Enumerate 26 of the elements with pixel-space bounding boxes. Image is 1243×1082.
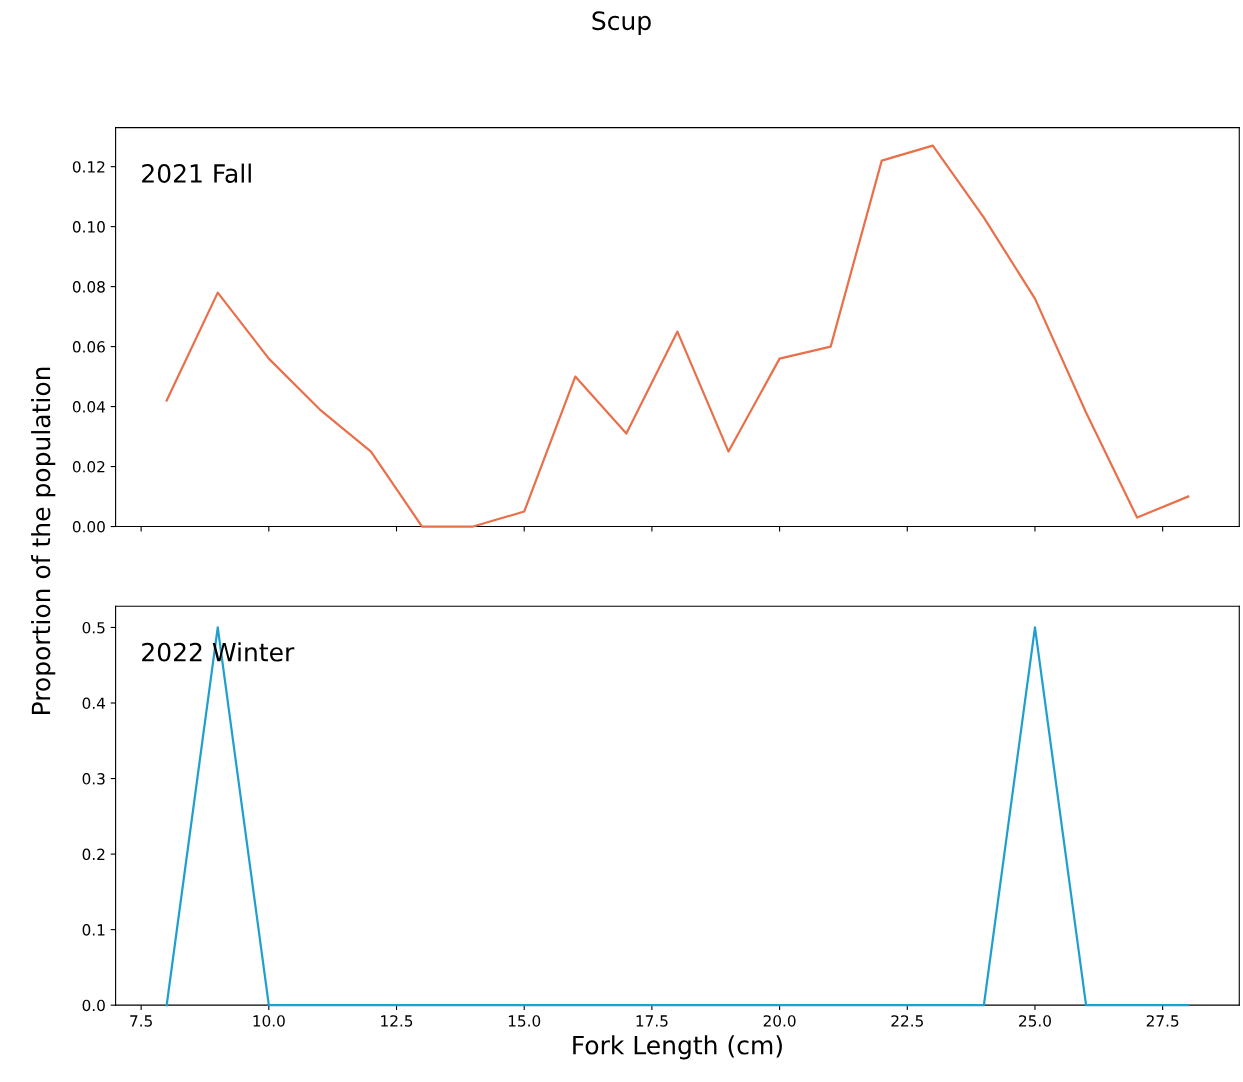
chart-title: Scup	[592, 11, 651, 36]
x-tick-label: 20.0	[763, 1015, 796, 1027]
y-tick-label: 0.04	[72, 401, 106, 413]
x-tick-label: 25.0	[1019, 1015, 1051, 1027]
x-tick-label: 17.5	[636, 1015, 668, 1027]
x-tick-label: 7.5	[130, 1015, 152, 1027]
x-tick-label: 10.0	[253, 1015, 285, 1027]
y-tick-label: 0.0	[82, 999, 105, 1012]
y-tick-label: 0.08	[72, 281, 105, 293]
x-tick-label: 27.5	[1146, 1015, 1179, 1027]
y-tick-label: 0.06	[72, 341, 105, 353]
y-tick-label: 0.4	[82, 697, 106, 710]
annotation: 2021 Fall	[142, 163, 251, 183]
x-tick-label: 15.0	[508, 1015, 541, 1027]
y-tick-label: 0.12	[72, 161, 105, 173]
y-tick-label: 0.2	[82, 848, 105, 861]
x-tick-label: 12.5	[381, 1015, 413, 1027]
x-axis-title: Fork Length (cm)	[573, 1035, 782, 1060]
y-tick-label: 0.5	[82, 621, 105, 634]
y-axis-title: Proportion of the population	[31, 367, 56, 715]
y-tick-label: 0.02	[72, 461, 105, 473]
y-tick-label: 0.10	[72, 221, 105, 233]
y-tick-label: 0.1	[82, 924, 105, 936]
y-tick-label: 0.00	[72, 521, 105, 533]
y-tick-label: 0.3	[82, 773, 105, 785]
x-tick-label: 22.5	[891, 1015, 923, 1027]
